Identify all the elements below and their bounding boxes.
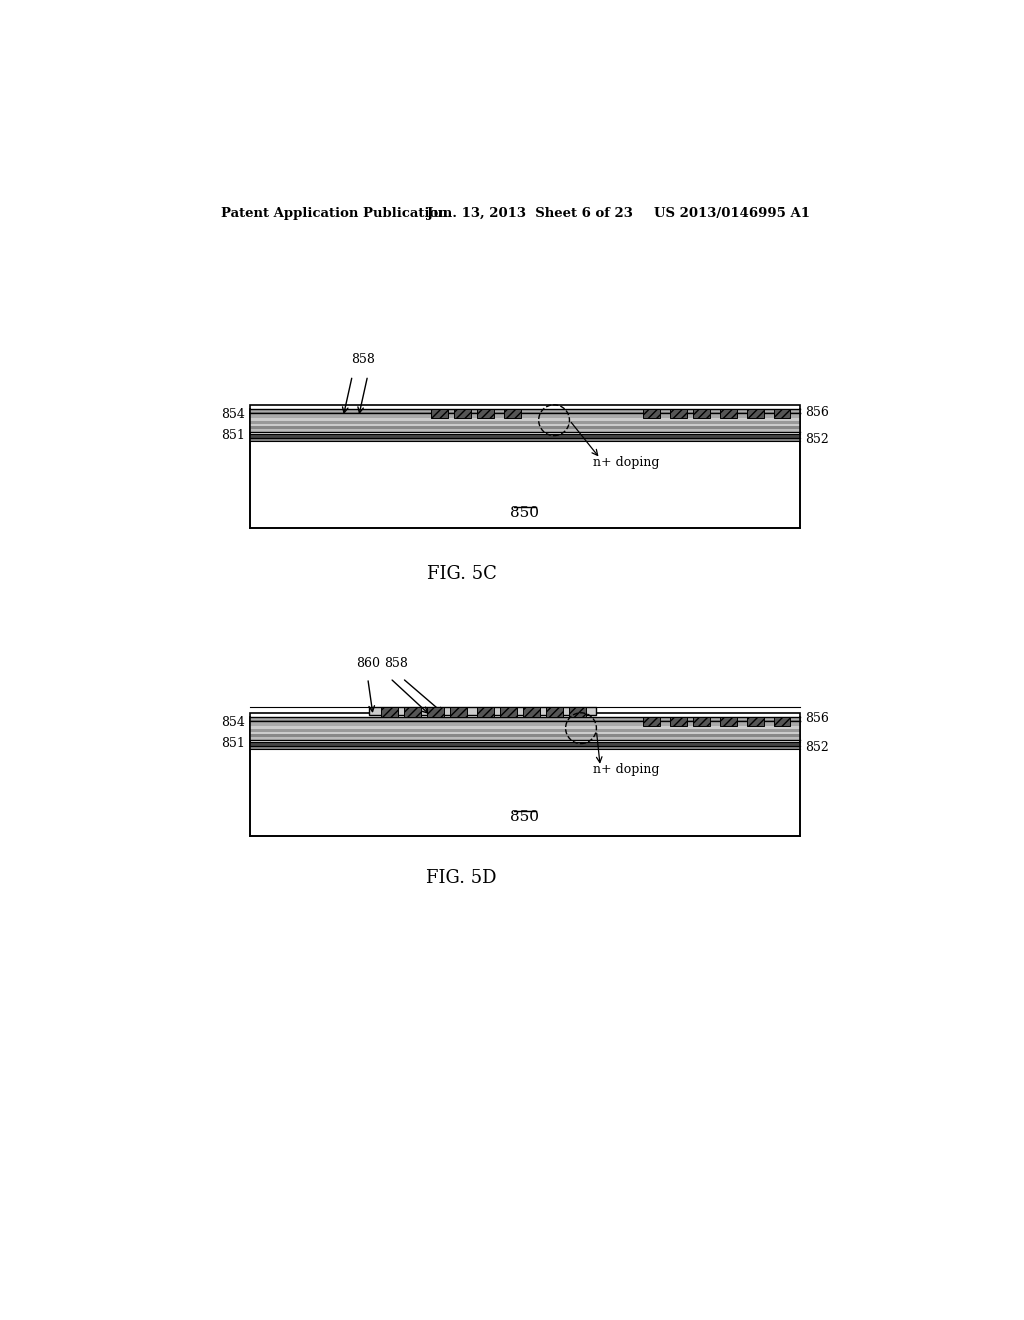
Bar [370, 708, 596, 715]
Bar [250, 746, 801, 748]
Bar [477, 708, 494, 717]
Bar [250, 426, 801, 429]
Bar [250, 726, 801, 729]
Text: FIG. 5C: FIG. 5C [427, 565, 497, 583]
Bar [773, 409, 791, 418]
Bar [504, 409, 521, 418]
Bar [250, 429, 801, 432]
Text: 856: 856 [805, 711, 829, 725]
Bar [381, 708, 397, 717]
Bar [250, 737, 801, 739]
Bar [250, 729, 801, 731]
Bar [250, 421, 801, 424]
Text: Jun. 13, 2013  Sheet 6 of 23: Jun. 13, 2013 Sheet 6 of 23 [427, 207, 633, 220]
Bar [250, 409, 801, 412]
Bar [431, 409, 447, 418]
Text: 852: 852 [805, 741, 828, 754]
Text: 851: 851 [221, 429, 246, 442]
Bar [250, 717, 801, 721]
Text: 854: 854 [221, 715, 246, 729]
Bar [692, 717, 710, 726]
Bar [250, 405, 801, 528]
Bar [746, 409, 764, 418]
Bar [403, 708, 421, 717]
Bar [569, 708, 587, 717]
Bar [250, 416, 801, 418]
Bar [454, 409, 471, 418]
Text: 858: 858 [351, 354, 375, 367]
Bar [643, 717, 659, 726]
Bar [250, 713, 801, 836]
Bar [250, 434, 801, 438]
Bar [250, 731, 801, 734]
Bar [250, 438, 801, 441]
Text: Patent Application Publication: Patent Application Publication [221, 207, 449, 220]
Bar [427, 708, 444, 717]
Bar [643, 409, 659, 418]
Text: 858: 858 [384, 657, 409, 671]
Text: FIG. 5D: FIG. 5D [426, 870, 497, 887]
Text: 854: 854 [221, 408, 246, 421]
Text: 856: 856 [805, 407, 829, 418]
Bar [250, 412, 801, 416]
Bar [746, 717, 764, 726]
Text: 860: 860 [355, 657, 380, 671]
Bar [523, 708, 541, 717]
Text: 851: 851 [221, 737, 246, 750]
Bar [451, 708, 467, 717]
Text: 852: 852 [805, 433, 828, 446]
Bar [250, 418, 801, 421]
Bar [250, 424, 801, 426]
Bar [250, 734, 801, 737]
Bar [670, 409, 686, 418]
Bar [250, 742, 801, 746]
Text: US 2013/0146995 A1: US 2013/0146995 A1 [654, 207, 810, 220]
Bar [477, 409, 494, 418]
Text: n+ doping: n+ doping [593, 763, 659, 776]
Bar [692, 409, 710, 418]
Bar [500, 708, 517, 717]
Bar [250, 723, 801, 726]
Bar [547, 708, 563, 717]
Bar [720, 409, 736, 418]
Text: 850: 850 [510, 809, 540, 824]
Bar [670, 717, 686, 726]
Text: 850: 850 [510, 506, 540, 520]
Bar [250, 721, 801, 723]
Text: n+ doping: n+ doping [593, 455, 659, 469]
Bar [720, 717, 736, 726]
Bar [773, 717, 791, 726]
